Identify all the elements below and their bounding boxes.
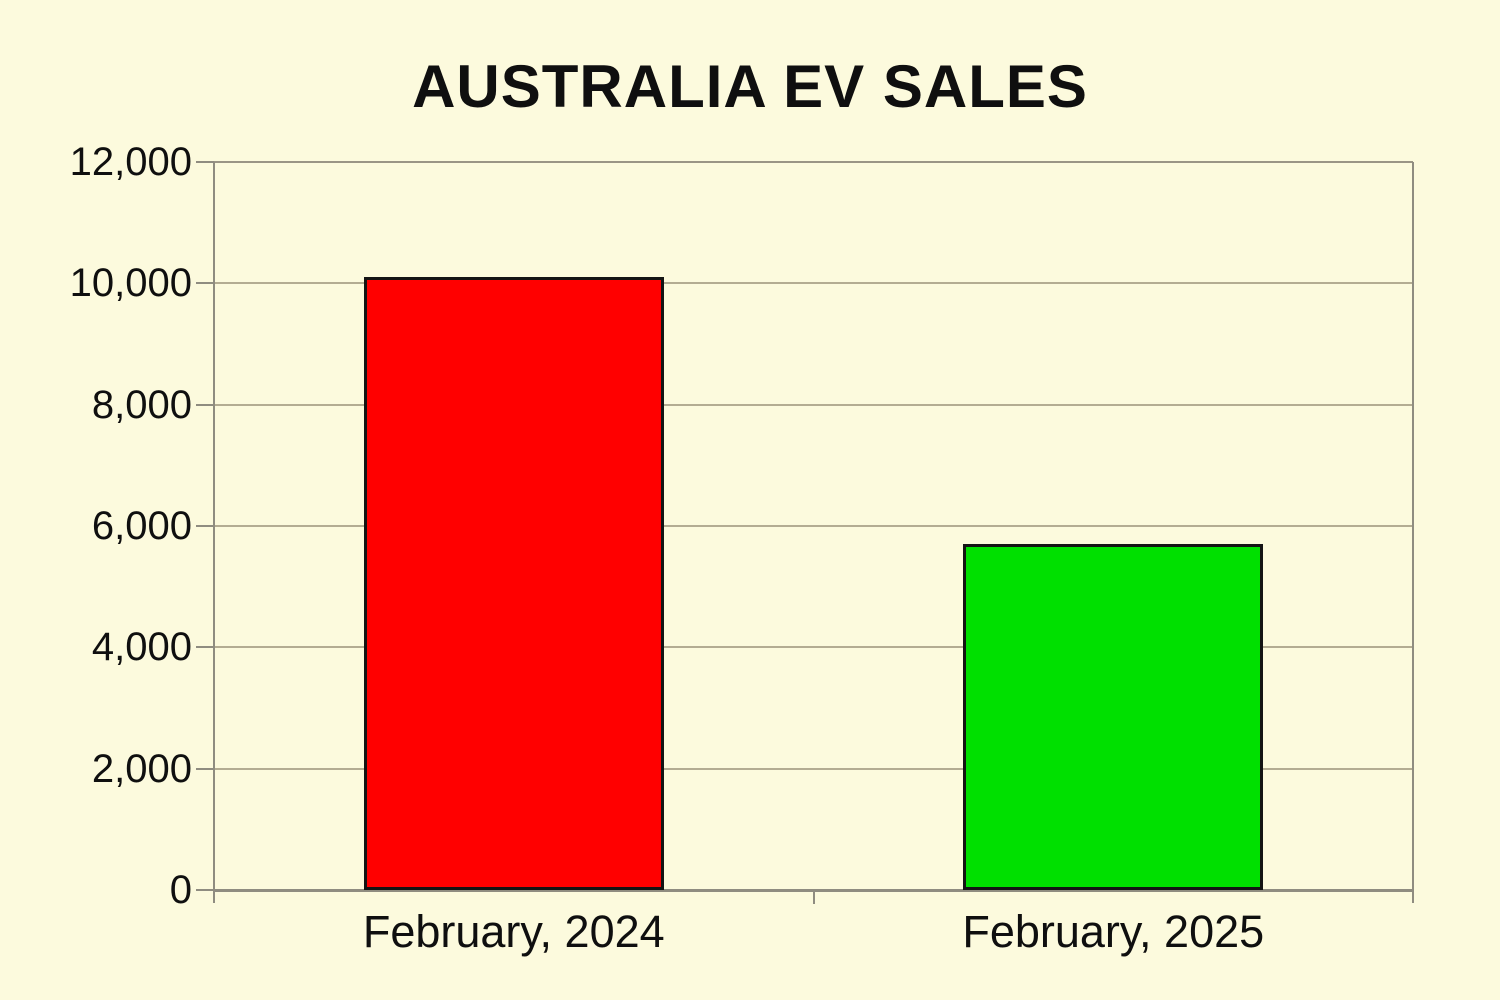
- y-axis-labels: 0 2,000 4,000 6,000 8,000 10,000 12,000: [0, 142, 196, 910]
- y-axis-tick-label: 4,000: [91, 625, 192, 670]
- bar-february-2024: [363, 277, 664, 890]
- chart-title: AUSTRALIA EV SALES: [412, 53, 1088, 120]
- bar-february-2025: [963, 544, 1264, 890]
- gridline-8000: [214, 403, 1413, 406]
- y-axis-tick-label: 10,000: [69, 261, 192, 306]
- x-axis-category-label: February, 2025: [962, 906, 1265, 957]
- plot-area: [196, 161, 1414, 904]
- x-axis-labels: February, 2024 February, 2025: [214, 904, 1413, 974]
- y-axis-tick-label: 8,000: [91, 382, 192, 427]
- gridline-2000: [214, 767, 1413, 770]
- y-axis-tick-label: 12,000: [69, 140, 192, 184]
- x-axis-tick: [812, 890, 815, 904]
- y-axis-tick: [196, 282, 214, 285]
- gridline-4000: [214, 646, 1413, 649]
- y-axis-tick: [196, 889, 214, 891]
- gridline-6000: [214, 525, 1413, 527]
- y-axis-tick: [196, 161, 214, 163]
- gridline-12000: [214, 161, 1413, 163]
- y-axis-tick-label: 6,000: [91, 504, 192, 548]
- plot-right-border: [1412, 162, 1414, 903]
- x-axis-category-label: February, 2024: [362, 906, 665, 957]
- y-axis-tick: [196, 525, 214, 527]
- y-axis-tick: [196, 646, 214, 649]
- y-axis-tick: [196, 403, 214, 406]
- gridline-10000: [214, 282, 1413, 285]
- y-axis-tick: [196, 767, 214, 770]
- y-axis-tick-label: 2,000: [91, 746, 192, 791]
- y-axis-tick-label: 0: [169, 868, 192, 912]
- y-axis-line: [213, 162, 215, 903]
